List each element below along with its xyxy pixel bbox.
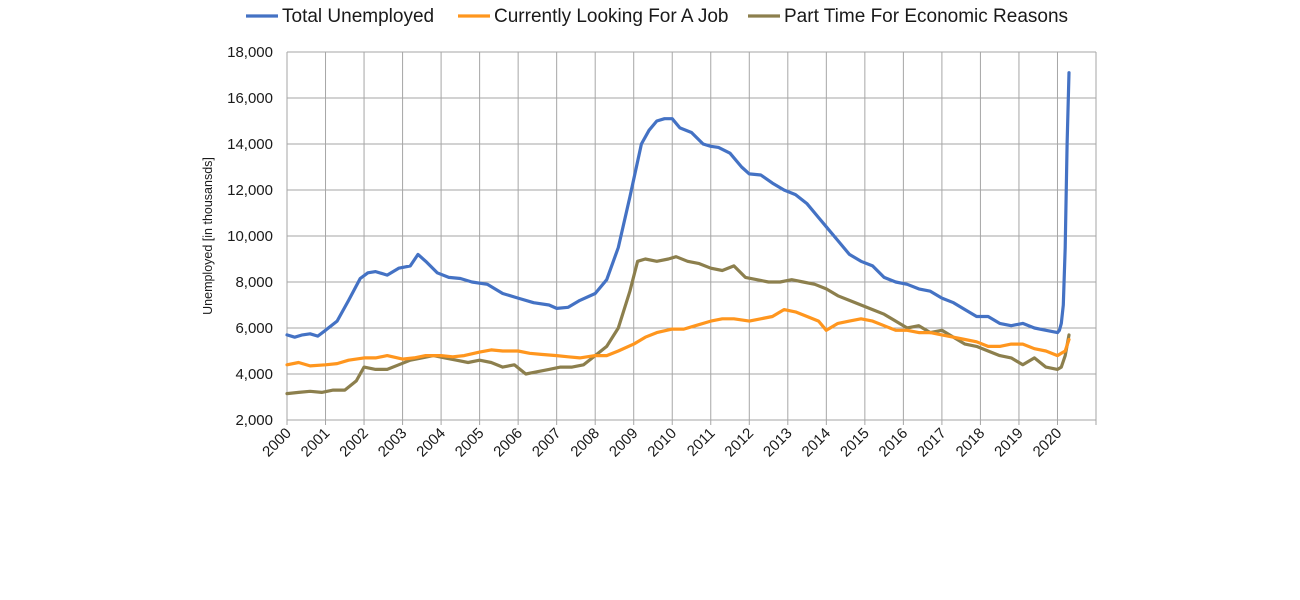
x-tick-label: 2015	[837, 425, 873, 461]
y-tick-label: 16,000	[227, 90, 273, 107]
x-tick-label: 2014	[799, 425, 835, 461]
y-tick-label: 4,000	[235, 366, 273, 383]
x-tick-label: 2012	[721, 425, 757, 461]
y-axis-label: Unemployed [in thousansds]	[201, 157, 215, 315]
x-tick-label: 2000	[259, 425, 295, 461]
x-axis-ticks: 2000 2001 2002 2003 2004 2005 2006 2007 2008 2009…	[259, 425, 1065, 461]
y-tick-label: 10,000	[227, 228, 273, 245]
x-tick-label: 2017	[914, 425, 950, 461]
y-tick-label: 6,000	[235, 320, 273, 337]
x-tick-label: 2003	[375, 425, 411, 461]
series-line-total-unemployed	[285, 71, 1071, 339]
y-tick-label: 2,000	[235, 412, 273, 429]
x-tick-label: 2006	[490, 425, 526, 461]
y-tick-label: 8,000	[235, 274, 273, 291]
series-line-currently-looking-for-a-job	[285, 308, 1071, 368]
x-tick-label: 2007	[529, 425, 565, 461]
legend-label-currently-looking: Currently Looking For A Job	[494, 6, 728, 27]
x-tick-label: 2008	[567, 425, 603, 461]
x-tick-label: 2011	[684, 425, 719, 460]
legend-label-total-unemployed: Total Unemployed	[282, 6, 434, 27]
x-tick-label: 2013	[760, 425, 796, 461]
y-tick-label: 18,000	[227, 44, 273, 61]
gridlines	[286, 51, 1097, 425]
y-axis-ticks: 2,000 4,000 6,000 8,000 10,000 12,000 14,000 16…	[227, 44, 273, 429]
y-tick-label: 12,000	[227, 182, 273, 199]
x-tick-label: 2005	[452, 425, 488, 461]
x-tick-label: 2002	[336, 425, 372, 461]
x-tick-label: 2020	[1030, 425, 1066, 461]
x-tick-label: 2016	[876, 425, 912, 461]
x-tick-label: 2001	[298, 425, 334, 461]
x-tick-label: 2010	[644, 425, 680, 461]
series-lines	[285, 71, 1071, 396]
legend: Total Unemployed Currently Looking For A…	[246, 6, 1068, 27]
series-line-part-time-for-economic-reasons	[285, 255, 1071, 396]
x-tick-label: 2009	[606, 425, 642, 461]
x-tick-label: 2019	[991, 425, 1027, 461]
x-tick-label: 2004	[413, 425, 449, 461]
y-tick-label: 14,000	[227, 136, 273, 153]
x-tick-label: 2018	[953, 425, 989, 461]
legend-label-part-time: Part Time For Economic Reasons	[784, 6, 1068, 27]
